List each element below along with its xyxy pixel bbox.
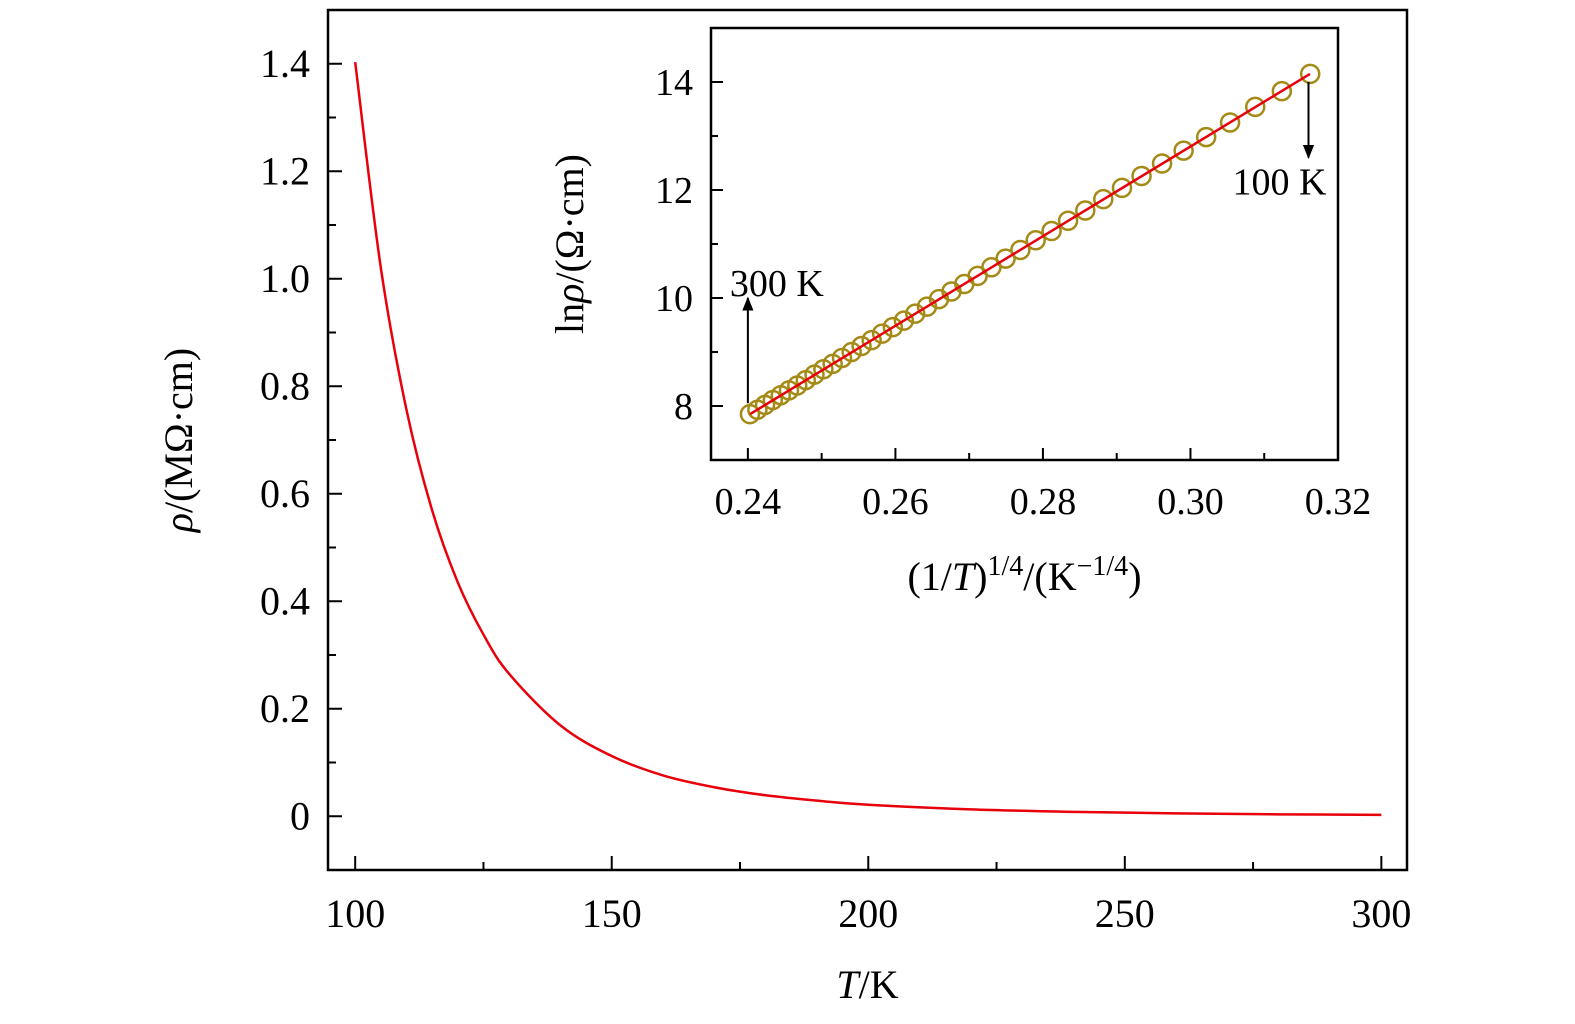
data-point (1025, 229, 1046, 251)
label-part: 1/4 (988, 551, 1024, 582)
data-point (916, 296, 938, 317)
y-axis-label: ρ/(MΩ·cm) (156, 348, 201, 534)
x-axis-label: T/K (836, 962, 898, 1007)
y-tick-label: 0.8 (260, 363, 310, 408)
y-tick-label: 12 (655, 170, 693, 212)
plot-frame (709, 26, 1340, 462)
x-tick-label: 0.26 (862, 481, 929, 523)
y-tick-label: 0.2 (260, 686, 310, 731)
data-point (893, 310, 915, 331)
label-part: ρ (547, 284, 592, 305)
label-part: T (952, 554, 977, 599)
y-tick-label: 14 (655, 62, 693, 104)
label-part: /(Ω·cm) (547, 154, 592, 284)
main-plot: 100 150 200 250 300 0 0.2 0.4 0.6 0.8 1.0 1.2 1.4 T/K… (156, 8, 1411, 1007)
x-tick-label: 300 (1351, 891, 1411, 936)
data-point (905, 303, 926, 324)
y-tick-label: 0.6 (260, 471, 310, 516)
data-point (882, 316, 904, 338)
data-point (739, 403, 761, 425)
x-tick-label: 150 (582, 891, 642, 936)
y-tick-label: 0 (290, 793, 310, 838)
x-tick-label: 0.28 (1010, 481, 1077, 523)
x-tick-label: 0.32 (1305, 481, 1372, 523)
annotation-label: 100 K (1233, 162, 1328, 204)
label-part: /(K (1023, 554, 1076, 599)
y-tick-label: 10 (655, 278, 693, 320)
data-point (1041, 220, 1062, 242)
label-part: T (836, 962, 861, 1007)
label-part: ) (1128, 554, 1141, 599)
fit-line (749, 72, 1311, 416)
data-point (871, 323, 893, 344)
label-part: /K (859, 962, 899, 1007)
data-point (1244, 96, 1266, 118)
label-part: ln (547, 303, 592, 334)
data-point (1010, 239, 1031, 261)
data-point (1075, 200, 1096, 221)
data-point (1093, 188, 1114, 210)
y-tick-label: 8 (674, 386, 693, 428)
data-point (851, 335, 872, 357)
x-tick-label: 250 (1095, 891, 1155, 936)
label-part: /(MΩ·cm) (156, 348, 201, 513)
y-tick-label: 1.2 (260, 148, 310, 193)
data-point (1151, 153, 1173, 174)
label-part: ρ (156, 513, 201, 534)
data-point (1219, 112, 1241, 133)
x-axis-label: (1/T)1/4/(K−1/4) (907, 551, 1141, 600)
label-part: ) (974, 554, 987, 599)
x-tick-label: 200 (838, 891, 898, 936)
annotation-label: 300 K (730, 263, 825, 305)
x-tick-label: 100 (325, 891, 385, 936)
data-point (1195, 126, 1217, 148)
rho-curve (353, 61, 1382, 817)
plot-frame (326, 8, 1409, 872)
y-tick-label: 1.0 (260, 256, 310, 301)
data-point (1271, 80, 1293, 102)
y-axis-label: lnρ/(Ω·cm) (547, 154, 592, 334)
label-part: −1/4 (1077, 551, 1129, 582)
data-point (1173, 140, 1194, 161)
x-tick-label: 0.24 (715, 481, 782, 523)
y-tick-label: 0.4 (260, 578, 310, 623)
data-point (1131, 165, 1152, 187)
data-point (1057, 210, 1079, 232)
data-point (1299, 63, 1321, 85)
data-point (1111, 177, 1133, 199)
data-point (861, 329, 882, 351)
label-part: (1/ (907, 554, 952, 599)
inset-plot: 0.24 0.26 0.28 0.30 0.328101214(1/T)1/4/(K−1… (547, 26, 1372, 600)
y-tick-label: 1.4 (260, 41, 310, 86)
x-tick-label: 0.30 (1157, 481, 1224, 523)
